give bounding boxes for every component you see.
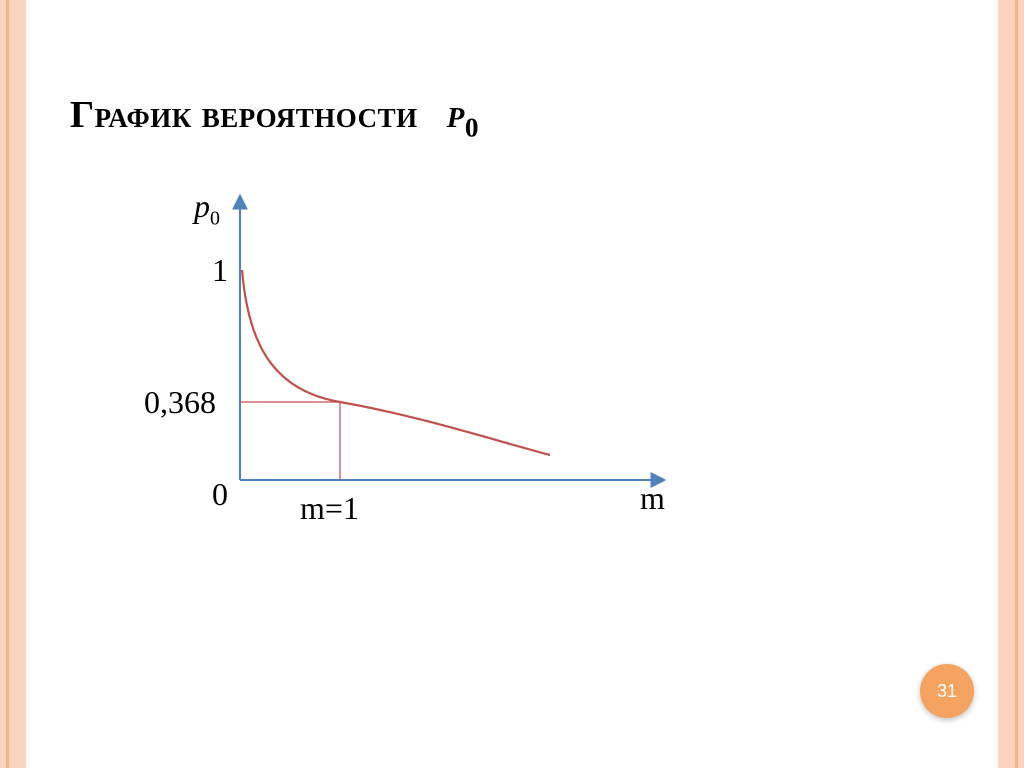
- xtick-m1: m=1: [300, 490, 359, 527]
- ytick-1: 1: [212, 252, 228, 289]
- slide-border-right: [994, 0, 1024, 768]
- page-number-badge: 31: [920, 664, 974, 718]
- curve: [242, 270, 550, 455]
- slide-border-left: [0, 0, 30, 768]
- x-axis-label: m: [640, 480, 665, 517]
- title-symbol: p0: [447, 91, 479, 137]
- y-axis-label: p0: [194, 188, 220, 230]
- probability-chart: p0 1 0,368 0 m=1 m: [130, 180, 690, 540]
- slide: График вероятности p0 p0 1 0,36: [0, 0, 1024, 768]
- ytick-0368: 0,368: [144, 384, 216, 421]
- ytick-0: 0: [212, 476, 228, 513]
- slide-title: График вероятности p0: [70, 90, 479, 143]
- page-number: 31: [937, 681, 957, 702]
- title-text: График вероятности: [70, 94, 418, 136]
